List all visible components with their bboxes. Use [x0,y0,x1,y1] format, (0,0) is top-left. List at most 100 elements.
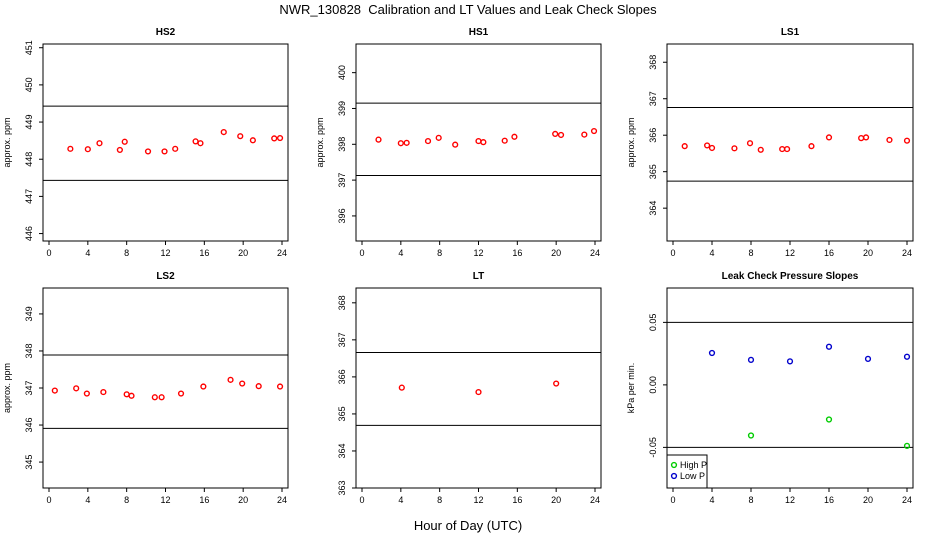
x-tick-label: 24 [590,248,600,258]
panel-1: HS2 approx. ppm 0 4 8 12 16 20 24 446 447 448 449 450… [2,27,289,258]
data-point [886,136,893,144]
data-point [480,139,487,146]
data-point [747,432,755,439]
x-tick-label: 24 [277,495,287,505]
y-tick-label: 368 [337,295,347,310]
x-tick-label: 16 [512,248,522,258]
y-axis-label: approx. ppm [315,117,325,167]
data-point [96,140,103,147]
y-tick-label: 368 [648,55,658,70]
data-point [746,140,754,147]
figure-title: NWR_130828 Calibration and LT Values and… [279,2,657,17]
y-tick-label: 364 [648,201,658,216]
x-tick-label: 8 [748,495,753,505]
data-point [757,146,764,153]
data-point [397,140,404,147]
y-tick-label: -0.05 [648,437,658,458]
x-tick-label: 8 [748,248,753,258]
data-point [375,136,382,143]
data-point [271,135,278,142]
y-tick-label: 349 [24,306,34,321]
data-point [553,380,560,387]
data-point [144,148,152,155]
x-tick-label: 12 [785,495,795,505]
x-tick-label: 4 [398,248,403,258]
data-point [808,143,815,150]
x-tick-label: 12 [160,248,170,258]
panel-4: LS2 approx. ppm 0 4 8 12 16 20 24 345 346 347 348 349 [2,271,289,505]
data-point [903,353,911,360]
data-point [192,138,199,145]
x-tick-label: 24 [902,248,912,258]
y-tick-label: 366 [648,128,658,143]
plot-frame [666,43,914,242]
x-axis-title: Hour of Day (UTC) [413,518,523,533]
data-point [200,383,207,390]
x-tick-label: 20 [551,495,561,505]
data-point [452,141,459,148]
data-point [67,145,74,152]
data-point [704,142,711,149]
panel-title: LS2 [156,271,175,282]
data-point [903,137,911,144]
y-axis-label: kPa per min. [626,363,636,414]
x-tick-label: 16 [512,495,522,505]
data-point [435,134,442,141]
x-tick-label: 12 [473,495,483,505]
data-point [177,390,185,397]
x-tick-label: 4 [398,495,403,505]
data-point [121,138,128,145]
y-tick-label: 347 [24,380,34,395]
data-point [864,355,872,362]
data-point [786,358,794,365]
y-tick-label: 447 [24,189,34,204]
x-tick-label: 20 [238,495,248,505]
x-tick-label: 4 [85,495,90,505]
data-point [237,133,244,140]
y-tick-label: 365 [337,406,347,421]
data-point [83,390,90,397]
data-point [731,145,738,152]
x-tick-label: 20 [863,495,873,505]
x-tick-label: 20 [238,248,248,258]
y-axis-label: approx. ppm [626,117,636,167]
legend-box [666,454,708,489]
data-point [403,139,410,146]
data-point [276,383,284,390]
x-tick-label: 12 [160,495,170,505]
x-tick-label: 24 [277,248,287,258]
x-tick-label: 8 [124,495,129,505]
data-point [681,143,688,150]
legend-marker [670,461,678,469]
data-point [557,131,565,139]
data-point [903,442,911,449]
y-tick-label: 446 [24,226,34,241]
data-point [116,146,123,154]
x-tick-label: 24 [902,495,912,505]
data-point [747,356,755,363]
data-point [581,131,588,138]
data-point [161,148,168,155]
panel-title: LS1 [781,27,800,38]
data-point [858,135,865,142]
data-point [276,134,284,142]
y-tick-label: 449 [24,115,34,130]
x-tick-label: 0 [359,495,364,505]
x-tick-label: 16 [199,248,209,258]
x-tick-label: 8 [437,495,442,505]
panel-title: Leak Check Pressure Slopes [722,271,859,282]
panel-title: HS1 [469,27,489,38]
data-point [100,388,107,396]
data-point [249,137,256,144]
y-tick-label: 345 [24,455,34,470]
data-point [783,145,791,153]
legend-entry: High P [680,460,707,470]
y-tick-label: 400 [337,65,347,80]
x-tick-label: 0 [359,248,364,258]
y-tick-label: 0.00 [648,376,658,394]
panel-2: HS1 approx. ppm 0 4 8 12 16 20 24 396 397 398 399 400 [315,27,602,258]
data-point [227,376,234,383]
data-point [590,127,598,135]
